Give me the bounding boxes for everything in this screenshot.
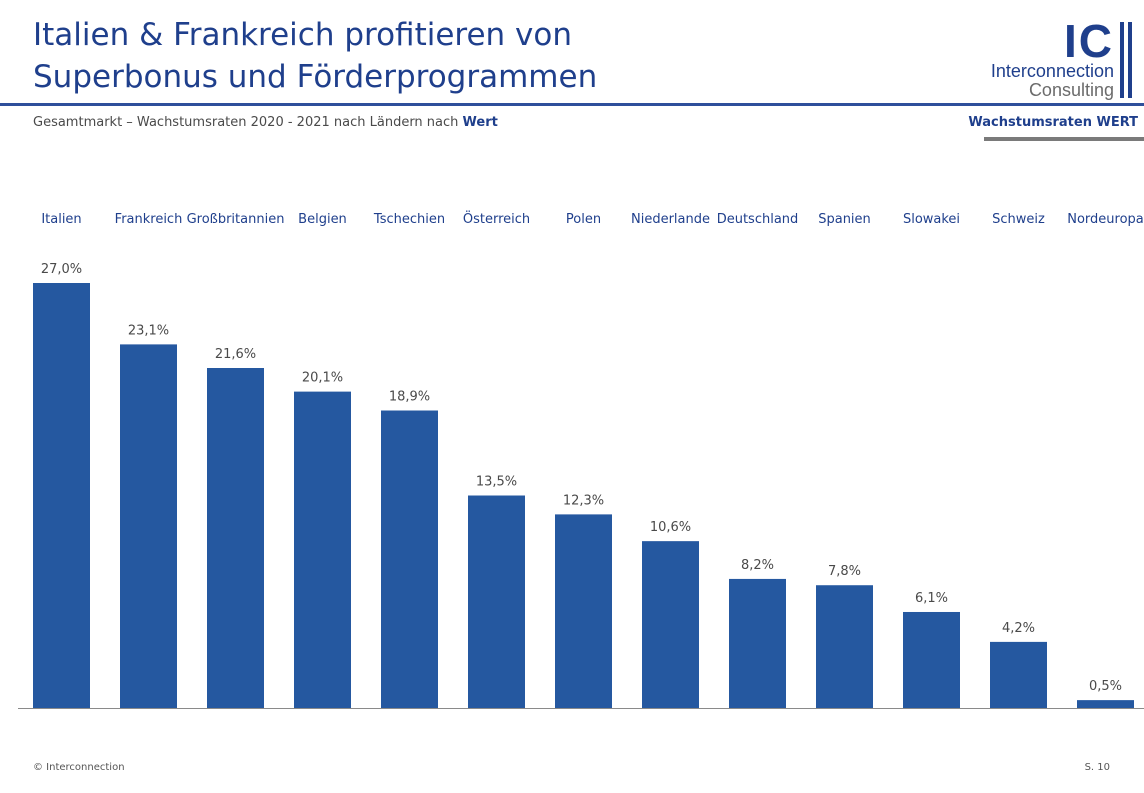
value-label: 7,8% (828, 564, 861, 579)
logo-mark: IC (1064, 15, 1114, 67)
bar (903, 611, 960, 708)
category-label: Frankreich (115, 212, 183, 227)
value-label: 27,0% (41, 262, 82, 277)
chart-subtitle: Gesamtmarkt – Wachstumsraten 2020 - 2021… (33, 115, 498, 130)
bar (816, 585, 873, 708)
value-label: 8,2% (741, 558, 774, 573)
category-label: Schweiz (992, 212, 1045, 227)
category-label: Italien (41, 212, 81, 227)
value-label: 18,9% (389, 390, 430, 405)
bar-chart: Italien Frankreich Großbritannien Belgien Ts… (18, 210, 1144, 709)
category-label: Tschechien (373, 212, 445, 227)
category-label: Belgien (298, 212, 347, 227)
footer-copyright: © Interconnection (33, 762, 125, 773)
bar (990, 641, 1047, 708)
value-label: 6,1% (915, 591, 948, 606)
value-label: 10,6% (650, 520, 691, 535)
subtitle-highlight: Wert (462, 115, 498, 130)
bar (555, 514, 612, 708)
bar (120, 344, 177, 708)
page-number: S. 10 (1084, 762, 1110, 773)
value-label: 0,5% (1089, 679, 1122, 694)
badge-underline (984, 137, 1144, 141)
category-label: Österreich (463, 210, 530, 227)
title-line-2: Superbonus und Förderprogrammen (33, 59, 598, 95)
page-title: Italien & Frankreich profitieren von Sup… (33, 14, 813, 98)
bar (33, 283, 90, 708)
category-label: Slowakei (903, 212, 960, 227)
header-divider (0, 103, 1144, 106)
value-label: 23,1% (128, 323, 169, 338)
subtitle-prefix: Gesamtmarkt – Wachstumsraten 2020 - 2021… (33, 115, 463, 130)
logo-bar (1120, 22, 1124, 98)
category-label: Spanien (818, 212, 871, 227)
bar (381, 410, 438, 708)
logo-text-line-2: Consulting (1028, 80, 1114, 100)
bar (207, 368, 264, 708)
category-label: Nordeuropa (1067, 212, 1144, 227)
value-label: 21,6% (215, 347, 256, 362)
logo-text-line-1: Interconnection (990, 61, 1114, 81)
company-logo: IC Interconnection Consulting (980, 15, 1140, 102)
category-label: Großbritannien (187, 212, 285, 227)
value-label: 4,2% (1002, 621, 1035, 636)
title-line-1: Italien & Frankreich profitieren von (33, 17, 573, 53)
logo-bar (1128, 22, 1132, 98)
section-badge: Wachstumsraten WERT (968, 115, 1138, 130)
value-label: 13,5% (476, 475, 517, 490)
bar (642, 541, 699, 708)
category-label: Deutschland (717, 212, 799, 227)
value-label: 12,3% (563, 493, 604, 508)
bar (294, 391, 351, 708)
bar (1077, 700, 1134, 708)
bar (729, 578, 786, 708)
category-label: Niederlande (631, 212, 710, 227)
category-label: Polen (566, 212, 601, 227)
bar (468, 495, 525, 708)
value-label: 20,1% (302, 371, 343, 386)
